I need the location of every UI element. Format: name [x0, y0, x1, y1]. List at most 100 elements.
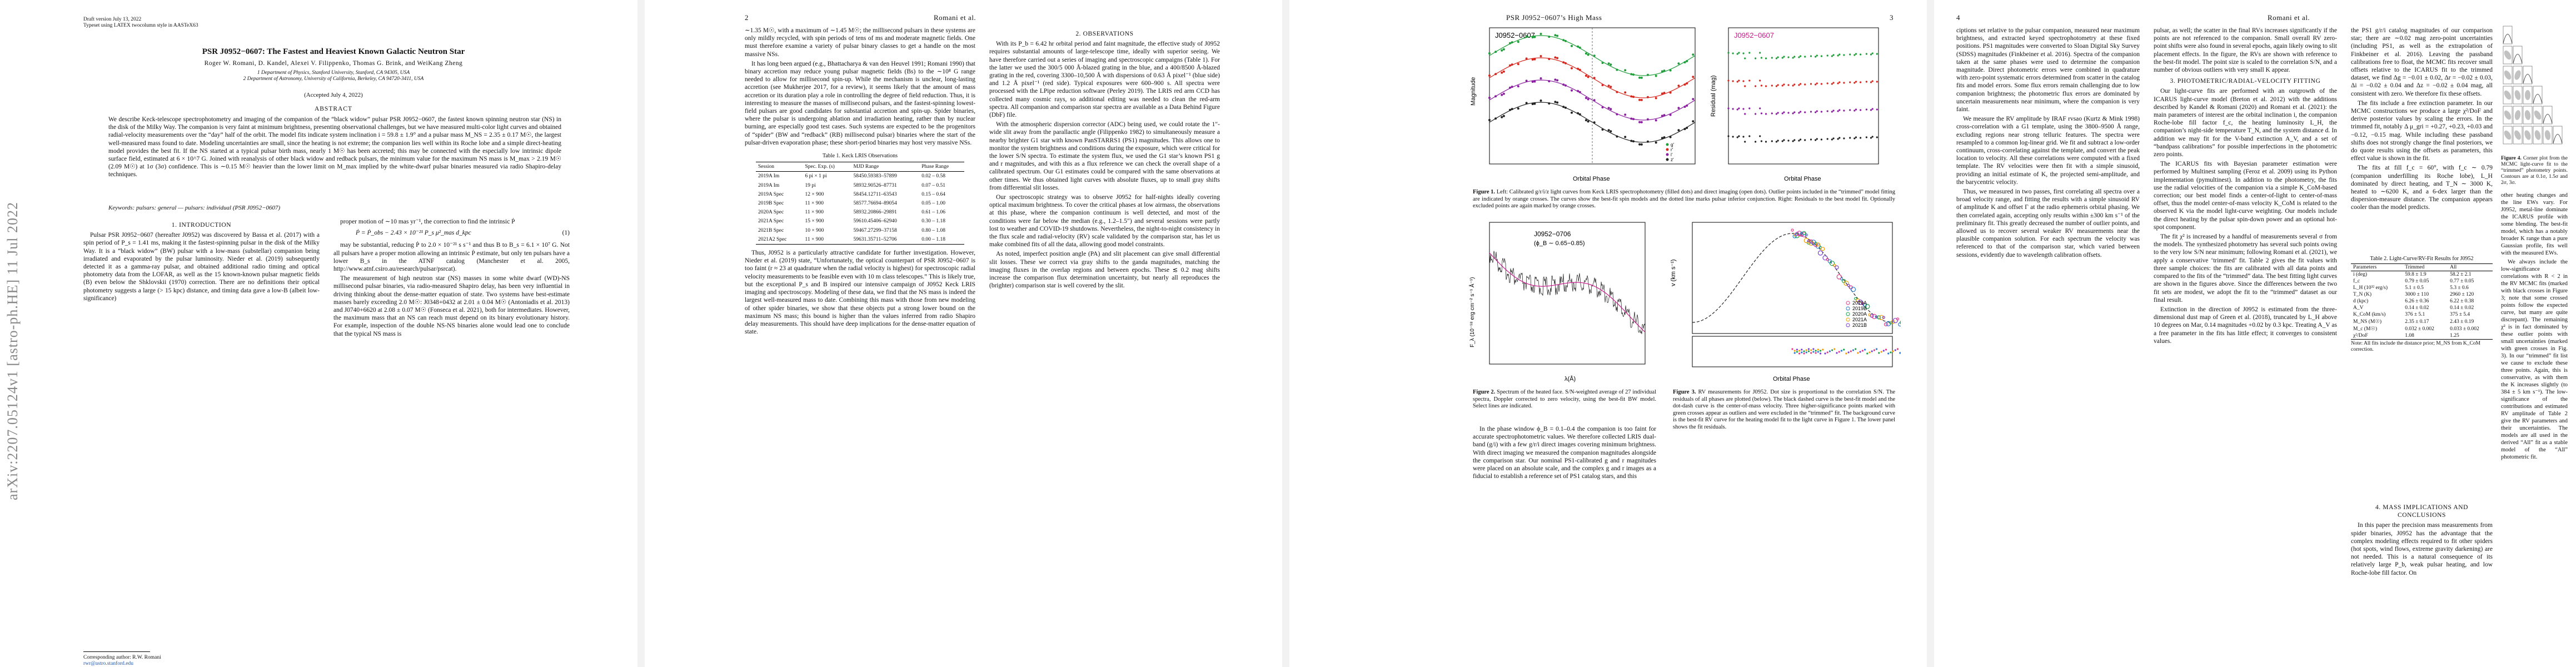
- figure-4-corner-plot: [2503, 26, 2563, 145]
- light-curve-point: [1624, 69, 1627, 72]
- legend-label: 2021B: [1852, 322, 1867, 328]
- rv-point: [1800, 231, 1803, 235]
- figure-2-caption-text: Spectrum of the heated face. S/N-weighte…: [1473, 389, 1657, 409]
- arxiv-id-text[interactable]: arXiv:2207.05124v1 [astro-ph.HE] 11 Jul …: [4, 202, 21, 500]
- light-curve-point: [1554, 78, 1557, 81]
- legend-marker: [1666, 158, 1669, 161]
- rv-point: [1892, 318, 1898, 323]
- table-cell: 0.14 ± 0.02: [2405, 305, 2429, 311]
- residual-point: [1816, 110, 1818, 112]
- table-2-row: L_H (10³² erg/s) 5.1 ± 0.5 5.3 ± 0.6: [2351, 285, 2493, 291]
- light-curve-point: [1607, 62, 1610, 65]
- light-curve-point: [1655, 141, 1657, 144]
- table-cell: 59631.35711–52706: [851, 235, 920, 245]
- light-curve-point: [1677, 62, 1680, 65]
- residual-point: [1787, 140, 1790, 142]
- table-cell: 0.07 – 0.51: [921, 182, 946, 188]
- author-email-link[interactable]: rwr@astro.stanford.edu: [83, 661, 133, 666]
- residual-point: [1781, 140, 1783, 142]
- table-cell: 0.15 – 0.64: [921, 191, 946, 197]
- light-curve-point: [1640, 98, 1643, 101]
- table-cell: 0.14 ± 0.02: [2450, 305, 2474, 311]
- legend-marker: [1666, 148, 1669, 151]
- light-curve-point: [1669, 113, 1672, 116]
- corner-panel: [2503, 66, 2513, 84]
- table-2-note: Note: All fits include the distance prio…: [2351, 341, 2480, 352]
- light-curve-point: [1638, 121, 1641, 123]
- table-cell: 2960 ± 120: [2450, 292, 2474, 297]
- residual-point: [1771, 112, 1773, 115]
- fig1-source-label-right: J0952−0607: [1734, 31, 1774, 39]
- rv-point: [1857, 300, 1863, 305]
- rv-residual-point: [1899, 352, 1901, 354]
- p4-paragraph-c3: The fits at fill f_c = 60°, with f_c ∼ 0…: [2351, 165, 2493, 211]
- light-curve-point: [1683, 128, 1686, 131]
- light-curve-point: [1646, 96, 1649, 98]
- light-curve-point: [1646, 118, 1649, 121]
- intro-paragraph-3: may be substantial, reducing Ṗ to 2.0 × …: [333, 242, 570, 273]
- table-cell: 59610.45406–62940: [853, 218, 897, 225]
- residual-point: [1876, 53, 1878, 55]
- table-2: Table 2. Light-Curve/RV-Fit Results for …: [2351, 256, 2493, 353]
- residual-point: [1865, 136, 1867, 138]
- intro-left-column: 1. INTRODUCTION Pulsar PSR J0952−0607 (h…: [83, 218, 320, 666]
- posterior-histogram: [2523, 74, 2533, 84]
- figure-1-caption-label: Figure 1.: [1473, 189, 1496, 195]
- residual-point: [1742, 52, 1745, 54]
- legend-marker: [1666, 143, 1669, 146]
- rv-point: [1821, 247, 1825, 251]
- light-curve-point: [1638, 143, 1641, 146]
- residual-point: [1787, 84, 1790, 86]
- posterior-contour: [2514, 110, 2521, 120]
- p2-obs-paragraph-3: Our spectroscopic strategy was to observ…: [989, 194, 1220, 248]
- light-curve-point: [1593, 77, 1596, 79]
- light-curve-point: [1539, 33, 1542, 35]
- legend-label: 2021A: [1852, 317, 1867, 322]
- intro-paragraph-4: The measurement of high neutron star (NS…: [333, 275, 570, 337]
- table-cell: 1.08: [2403, 332, 2448, 340]
- light-curve-point: [1548, 102, 1551, 105]
- residual-point: [1820, 138, 1822, 141]
- residual-point: [1783, 83, 1785, 86]
- table-header: All: [2448, 263, 2493, 271]
- residual-point: [1804, 139, 1806, 141]
- light-curve-point: [1661, 137, 1663, 140]
- rv-residual-point: [1852, 349, 1855, 351]
- light-curve-point: [1562, 106, 1565, 108]
- figure-2-caption: Figure 2. Spectrum of the heated face. S…: [1473, 389, 1656, 410]
- table-cell: 2019B Spec: [758, 201, 784, 207]
- running-header: PSR J0952−0607’s High Mass: [1506, 13, 1602, 22]
- rv-point: [1801, 232, 1807, 237]
- residual-point: [1771, 140, 1773, 142]
- figure-1-light-curves: J0952−0607 J0952−0607 Magnitude Residual…: [1470, 27, 1879, 182]
- rv-point: [1802, 231, 1806, 235]
- rv-residual-point: [1894, 349, 1896, 351]
- corner-panel: [2523, 66, 2533, 84]
- residual-point: [1765, 57, 1767, 59]
- residual-point: [1843, 54, 1845, 56]
- residual-point: [1853, 109, 1856, 112]
- table-header: MJD Range: [851, 162, 920, 172]
- light-curve-point: [1556, 57, 1559, 59]
- rv-residual-point: [1798, 350, 1801, 352]
- legend-label: 2019B: [1852, 306, 1867, 311]
- rv-residual-point: [1796, 351, 1798, 353]
- p4-paragraph-b2: Our light-curve fits are performed with …: [2154, 88, 2337, 158]
- residual-point: [1815, 83, 1817, 86]
- residual-point: [1748, 79, 1751, 82]
- table-cell: 58932.20866–29891: [853, 210, 897, 216]
- light-curve-point: [1577, 45, 1580, 48]
- rv-point: [1847, 283, 1850, 287]
- light-curve-point: [1585, 97, 1587, 99]
- light-curve-point: [1630, 140, 1633, 142]
- residual-point: [1765, 85, 1767, 87]
- residual-point: [1815, 111, 1817, 113]
- corner-panel: [2503, 86, 2513, 104]
- light-curve-point: [1601, 106, 1604, 109]
- legend-label: z′: [1671, 157, 1674, 162]
- light-curve-point: [1686, 60, 1688, 62]
- table-1-row: 2021B Spec 10 × 900 59467.27299–37158 0.80 …: [756, 226, 964, 235]
- light-curve-point: [1686, 104, 1688, 107]
- rv-residual-point: [1805, 351, 1807, 354]
- light-curve-point: [1488, 52, 1491, 54]
